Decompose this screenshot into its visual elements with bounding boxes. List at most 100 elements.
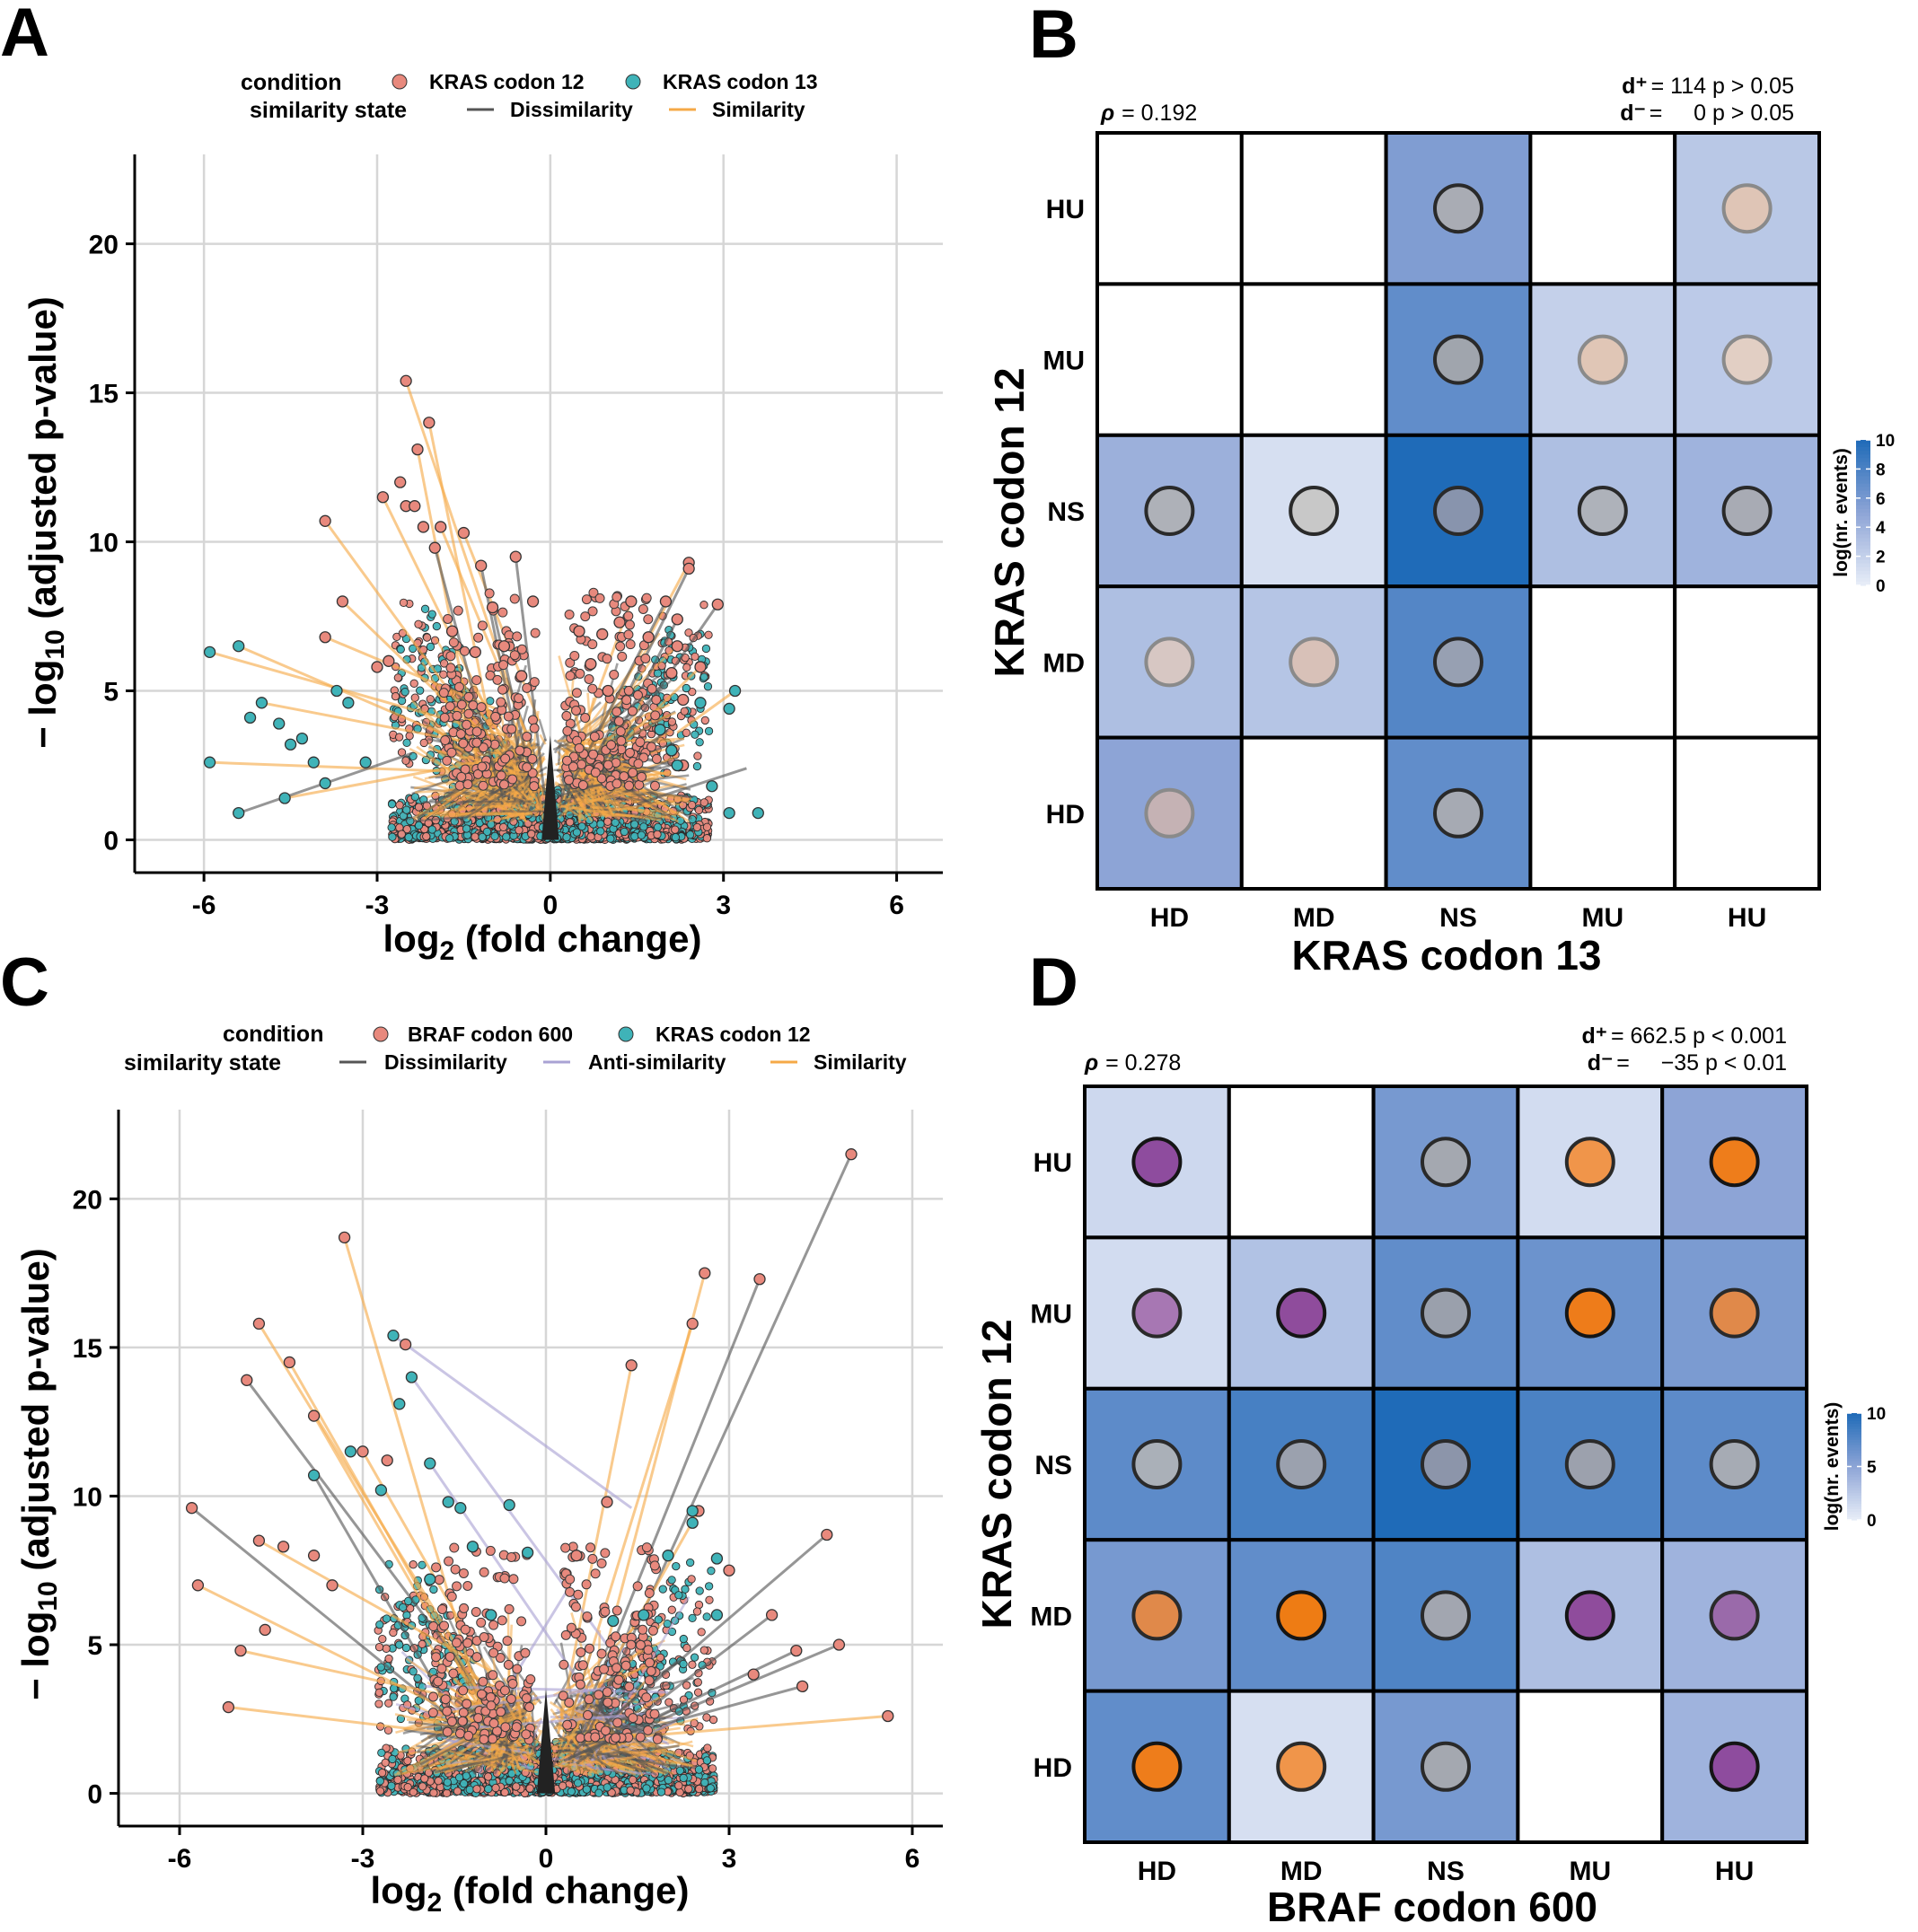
panel-a-cloud-point (684, 628, 693, 637)
panel-a-x-axis-title: log2 (fold change) (383, 918, 702, 966)
panel-a-cloud-point (400, 688, 409, 697)
panel-a-cloud-point (691, 652, 699, 662)
panel-b-colorbar-step (1856, 458, 1870, 462)
panel-a-highlight-point (624, 780, 635, 791)
panel-a-legend-state-title: similarity state (250, 98, 407, 123)
panel-a-highlight-point (530, 628, 541, 638)
panel-a-series-1-point-5 (284, 738, 297, 751)
panel-c-legend-kras12-marker (618, 1026, 634, 1042)
panel-a-series-0-point-39 (515, 670, 528, 682)
panel-a-cloud-point (471, 832, 480, 841)
panel-c-legend-braf600-marker (373, 1026, 389, 1042)
panel-a-series-0-point-16 (526, 595, 540, 608)
panel-a-highlight-point (463, 708, 474, 719)
panel-a-cloud-point (502, 832, 511, 841)
panel-b-colorbar-step (1856, 451, 1870, 455)
panel-a-highlight-point (561, 710, 572, 721)
panel-a-series-1-point-19 (665, 744, 678, 757)
panel-a-highlight-point (651, 694, 662, 705)
panel-a-highlight-point (564, 775, 575, 786)
panel-a-series-1-point-6 (203, 756, 216, 768)
panel-a-cloud-point (420, 604, 430, 613)
panel-b-d-minus-symbol: d⁻ (1620, 101, 1645, 126)
panel-b-marker-ns-hu (1721, 486, 1773, 536)
panel-a-cloud-point (396, 645, 405, 654)
panel-b-colorbar-tick-label-1: 2 (1876, 549, 1886, 567)
panel-b-colorbar-step (1856, 549, 1870, 554)
panel-b-y-category-hu: HU (1046, 195, 1085, 224)
panel-b-marker-hu-ns (1433, 183, 1483, 234)
panel-a-cloud-point (409, 679, 418, 688)
panel-a-cloud-point (693, 751, 702, 760)
panel-a-highlight-point (456, 699, 467, 710)
panel-a-cloud-point (498, 822, 508, 832)
panel-a-highlight-point (569, 650, 580, 661)
panel-a-cloud-point (427, 610, 436, 619)
panel-a-cloud-point (596, 827, 605, 836)
panel-a-cloud-point (572, 828, 582, 837)
panel-a-highlight-point (458, 738, 469, 749)
panel-b-marker-ns-md (1289, 486, 1340, 536)
panel-a-highlight-point (633, 759, 644, 769)
panel-a-highlight-point (452, 710, 462, 721)
panel-b-cell-md-mu (1528, 584, 1677, 740)
panel-b-x-category-md: MD (1293, 903, 1335, 933)
panel-a-cloud-point (414, 619, 423, 628)
panel-a-highlight-point (575, 668, 585, 679)
panel-a-series-0-point-15 (509, 550, 522, 563)
panel-a-series-1-point-2 (255, 697, 268, 709)
panel-a-highlight-point (440, 735, 451, 746)
panel-a-cloud-point (639, 822, 648, 831)
panel-a-highlight-point (496, 770, 506, 781)
panel-a-highlight-point (527, 753, 538, 764)
panel-a-highlight-point (446, 747, 457, 758)
panel-a-highlight-point (455, 728, 466, 739)
panel-a-cloud-point (422, 831, 431, 841)
panel-c-cloud-point (699, 1646, 708, 1655)
panel-a-cloud-point (682, 728, 691, 737)
panel-a-series-0-point-37 (445, 625, 459, 637)
panel-a-highlight-point (477, 761, 488, 772)
panel-a-series-0-point-30 (694, 661, 707, 673)
panel-a-highlight-point (529, 677, 540, 688)
panel-a-series-1-point-1 (233, 640, 245, 653)
panel-a-highlight-point (522, 762, 532, 773)
panel-b-colorbar-tick-label-4: 8 (1876, 461, 1886, 479)
panel-a-highlight-point (471, 726, 482, 737)
panel-b-y-axis-title: KRAS codon 12 (986, 367, 1033, 677)
panel-b-colorbar-step (1856, 563, 1870, 568)
panel-a-highlight-point (522, 682, 532, 693)
panel-b-y-category-ns: NS (1047, 497, 1085, 527)
panel-a-x-tick-label-4: 6 (889, 891, 904, 920)
panel-a-highlight-point (478, 780, 488, 791)
panel-b-colorbar-step (1856, 566, 1870, 572)
panel-c-legend-braf600-label: BRAF codon 600 (408, 1023, 573, 1046)
panel-a-highlight-point (584, 673, 594, 684)
panel-c-legend-anti-similarity-label: Anti-similarity (588, 1050, 726, 1074)
panel-a-highlight-point (632, 689, 643, 700)
panel-a-cloud-point (691, 730, 699, 739)
panel-a-cloud-point (699, 798, 708, 807)
panel-a-highlight-point (498, 660, 509, 671)
panel-a-highlight-point (581, 594, 592, 605)
panel-a-highlight-point (512, 631, 523, 642)
panel-a-highlight-point (561, 755, 572, 766)
panel-a-highlight-point (462, 719, 472, 730)
panel-b-marker-ns-hd (1144, 486, 1195, 536)
panel-b-colorbar-step (1856, 472, 1870, 478)
panel-a-cloud-point (416, 686, 425, 695)
panel-a-highlight-point (490, 711, 501, 722)
panel-a-series-1-point-11 (278, 792, 291, 804)
panel-a-y-tick-label-0: 0 (103, 826, 119, 856)
panel-a-highlight-point (611, 592, 622, 602)
panel-a-highlight-point (503, 711, 514, 722)
panel-a-highlight-point (641, 593, 652, 603)
panel-a-highlight-point (571, 705, 582, 716)
panel-a-cloud-point (682, 683, 691, 693)
panel-b-colorbar-step (1856, 443, 1870, 448)
panel-a-cloud-point (399, 598, 409, 607)
panel-a-cloud-point (391, 691, 400, 701)
panel-a-cloud-point (394, 733, 404, 742)
panel-a-series-0-point-28 (642, 631, 655, 644)
